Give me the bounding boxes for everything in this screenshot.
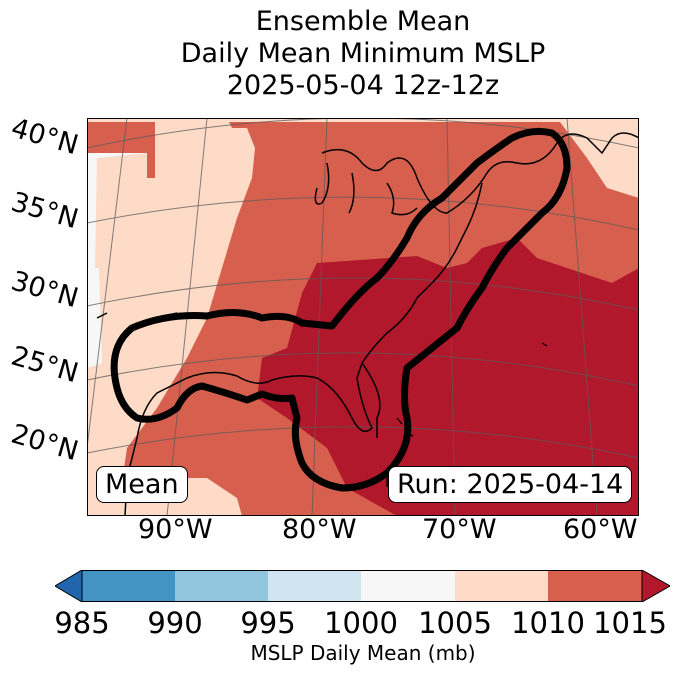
field-over-1015 (257, 238, 639, 516)
title-line-1: Ensemble Mean (255, 6, 471, 37)
colorbar-985-990 (82, 570, 175, 602)
colorbar-1010-1015 (548, 570, 642, 602)
colorbar-1000-1005 (361, 570, 455, 602)
colorbar-990-995 (175, 570, 268, 602)
colorbar-label: MSLP Daily Mean (mb) (250, 641, 476, 665)
figure-title: Ensemble Mean Daily Mean Minimum MSLP 20… (0, 6, 688, 102)
lon-label-90w: 90°W (138, 514, 213, 545)
colorbar-tick-1005: 1005 (418, 606, 492, 640)
field-1005-1010-ne (557, 118, 639, 198)
lon-label-80w: 80°W (282, 514, 357, 545)
lat-label-20n: 20°N (7, 418, 82, 468)
colorbar-995-1000 (268, 570, 361, 602)
map-panel (87, 118, 639, 516)
lon-label-70w: 70°W (422, 514, 497, 545)
lat-label-25n: 25°N (7, 340, 82, 390)
mean-label-box: Mean (96, 466, 188, 503)
colorbar-tick-1015: 1015 (593, 606, 667, 640)
title-line-3: 2025-05-04 12z-12z (226, 70, 500, 101)
colorbar-tick-995: 995 (240, 606, 296, 640)
colorbar-extend-low (55, 570, 83, 602)
run-date-box: Run: 2025-04-14 (388, 466, 633, 503)
colorbar-tick-1000: 1000 (324, 606, 398, 640)
colorbar-tick-1010: 1010 (511, 606, 585, 640)
colorbar (55, 570, 670, 602)
coastlines (96, 132, 639, 516)
colorbar-border (81, 570, 643, 602)
colorbar-extend-high (641, 570, 670, 602)
lat-label-35n: 35°N (7, 186, 82, 236)
graticule (87, 118, 639, 516)
title-line-2: Daily Mean Minimum MSLP (180, 38, 546, 69)
lat-label-40n: 40°N (7, 112, 82, 162)
map-border (87, 118, 639, 516)
lon-label-60w: 60°W (563, 514, 638, 545)
colorbar-1005-1010 (455, 570, 548, 602)
colorbar-tick-985: 985 (54, 606, 110, 640)
probability-contour (110, 127, 571, 492)
lat-label-30n: 30°N (7, 265, 82, 315)
colorbar-tick-990: 990 (147, 606, 203, 640)
map-canvas (87, 118, 639, 516)
field-1005-1010-top (87, 118, 639, 122)
